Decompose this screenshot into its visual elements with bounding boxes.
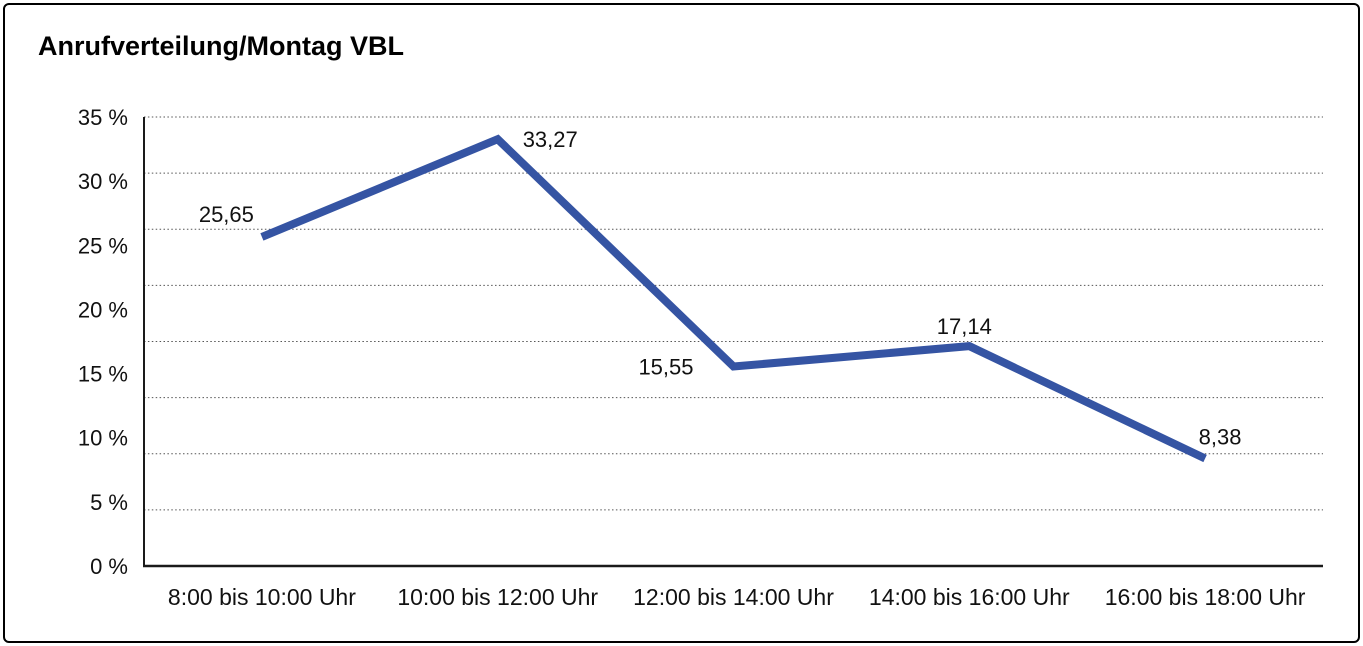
x-tick-label: 10:00 bis 12:00 Uhr [397,584,598,610]
y-tick-label: 35 % [78,105,128,130]
y-tick-label: 10 % [78,426,128,451]
data-point-label: 17,14 [937,314,992,339]
x-tick-label: 14:00 bis 16:00 Uhr [869,584,1070,610]
data-point-label: 25,65 [199,202,254,227]
chart-title: Anrufverteilung/Montag VBL [38,31,404,61]
x-tick-label: 8:00 bis 10:00 Uhr [168,584,356,610]
y-tick-label: 30 % [78,169,128,194]
data-point-label: 33,27 [523,127,578,152]
data-point-label: 8,38 [1199,424,1242,449]
x-tick-label: 16:00 bis 18:00 Uhr [1105,584,1306,610]
x-tick-label: 12:00 bis 14:00 Uhr [633,584,834,610]
y-tick-label: 0 % [90,554,128,579]
data-line-series [260,134,1207,463]
y-tick-label: 5 % [90,490,128,515]
y-tick-label: 20 % [78,297,128,322]
y-tick-label: 25 % [78,233,128,258]
y-tick-label: 15 % [78,362,128,387]
data-point-label: 15,55 [638,355,693,380]
